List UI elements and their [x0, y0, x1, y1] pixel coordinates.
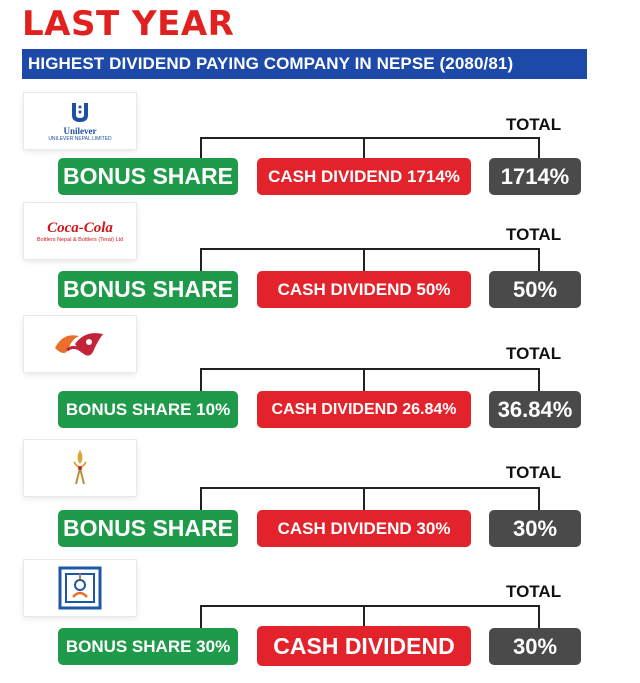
tree-line — [363, 605, 365, 629]
bonus-share-box: BONUS SHARE — [58, 271, 238, 308]
unilever-logo: Unilever UNILEVER NEPAL LIMITED — [24, 93, 136, 149]
bonus-share-box: BONUS SHARE 10% — [58, 391, 238, 428]
tree-line — [200, 368, 540, 370]
total-label: TOTAL — [506, 582, 562, 601]
tree-line — [363, 248, 365, 272]
tree-line — [538, 487, 540, 511]
tree-line — [538, 605, 540, 629]
tree-line — [200, 137, 202, 159]
company-5-icon — [58, 566, 102, 610]
tree-line — [363, 368, 365, 392]
page-title: LAST YEAR — [22, 4, 235, 44]
unilever-icon — [72, 103, 88, 122]
cash-dividend-box: CASH DIVIDEND — [257, 626, 471, 666]
tree-line — [200, 248, 202, 272]
tree-line — [200, 487, 540, 489]
total-box: 30% — [489, 628, 581, 665]
cash-dividend-box: CASH DIVIDEND 1714% — [257, 158, 471, 195]
page-subtitle: HIGHEST DIVIDEND PAYING COMPANY IN NEPSE… — [22, 49, 587, 79]
cash-dividend-box: CASH DIVIDEND 30% — [257, 510, 471, 547]
cash-dividend-box: CASH DIVIDEND 26.84% — [257, 391, 471, 428]
coca-cola-logo-subtext: Bottlers Nepal & Bottlers (Terai) Ltd — [36, 236, 124, 243]
tree-line — [200, 487, 202, 511]
tree-line — [200, 368, 202, 392]
tree-line — [538, 248, 540, 272]
tree-line — [200, 605, 202, 629]
tree-line — [538, 368, 540, 392]
total-box: 1714% — [489, 158, 581, 195]
tree-line — [200, 248, 540, 250]
total-label: TOTAL — [506, 344, 562, 363]
total-box: 36.84% — [489, 391, 581, 428]
company-4-logo — [24, 440, 136, 496]
bonus-share-box: BONUS SHARE — [58, 510, 238, 547]
total-box: 30% — [489, 510, 581, 547]
total-label: TOTAL — [506, 225, 562, 244]
coca-cola-logo-text: Coca-Cola — [47, 219, 113, 236]
company-3-icon — [55, 333, 103, 356]
tree-line — [363, 137, 365, 159]
total-label: TOTAL — [506, 463, 562, 482]
unilever-logo-text: Unilever — [63, 126, 97, 136]
tree-line — [363, 487, 365, 511]
bonus-share-box: BONUS SHARE — [58, 158, 238, 195]
tree-line — [200, 137, 540, 139]
company-4-icon — [73, 450, 87, 485]
coca-cola-logo: Coca-Cola Bottlers Nepal & Bottlers (Ter… — [24, 203, 136, 259]
cash-dividend-box: CASH DIVIDEND 50% — [257, 271, 471, 308]
total-label: TOTAL — [506, 115, 562, 134]
company-3-logo — [24, 316, 136, 372]
tree-line — [200, 605, 540, 607]
unilever-logo-subtext: UNILEVER NEPAL LIMITED — [48, 136, 112, 142]
bonus-share-box: BONUS SHARE 30% — [58, 628, 238, 665]
company-5-logo — [24, 560, 136, 616]
total-box: 50% — [489, 271, 581, 308]
tree-line — [538, 137, 540, 159]
